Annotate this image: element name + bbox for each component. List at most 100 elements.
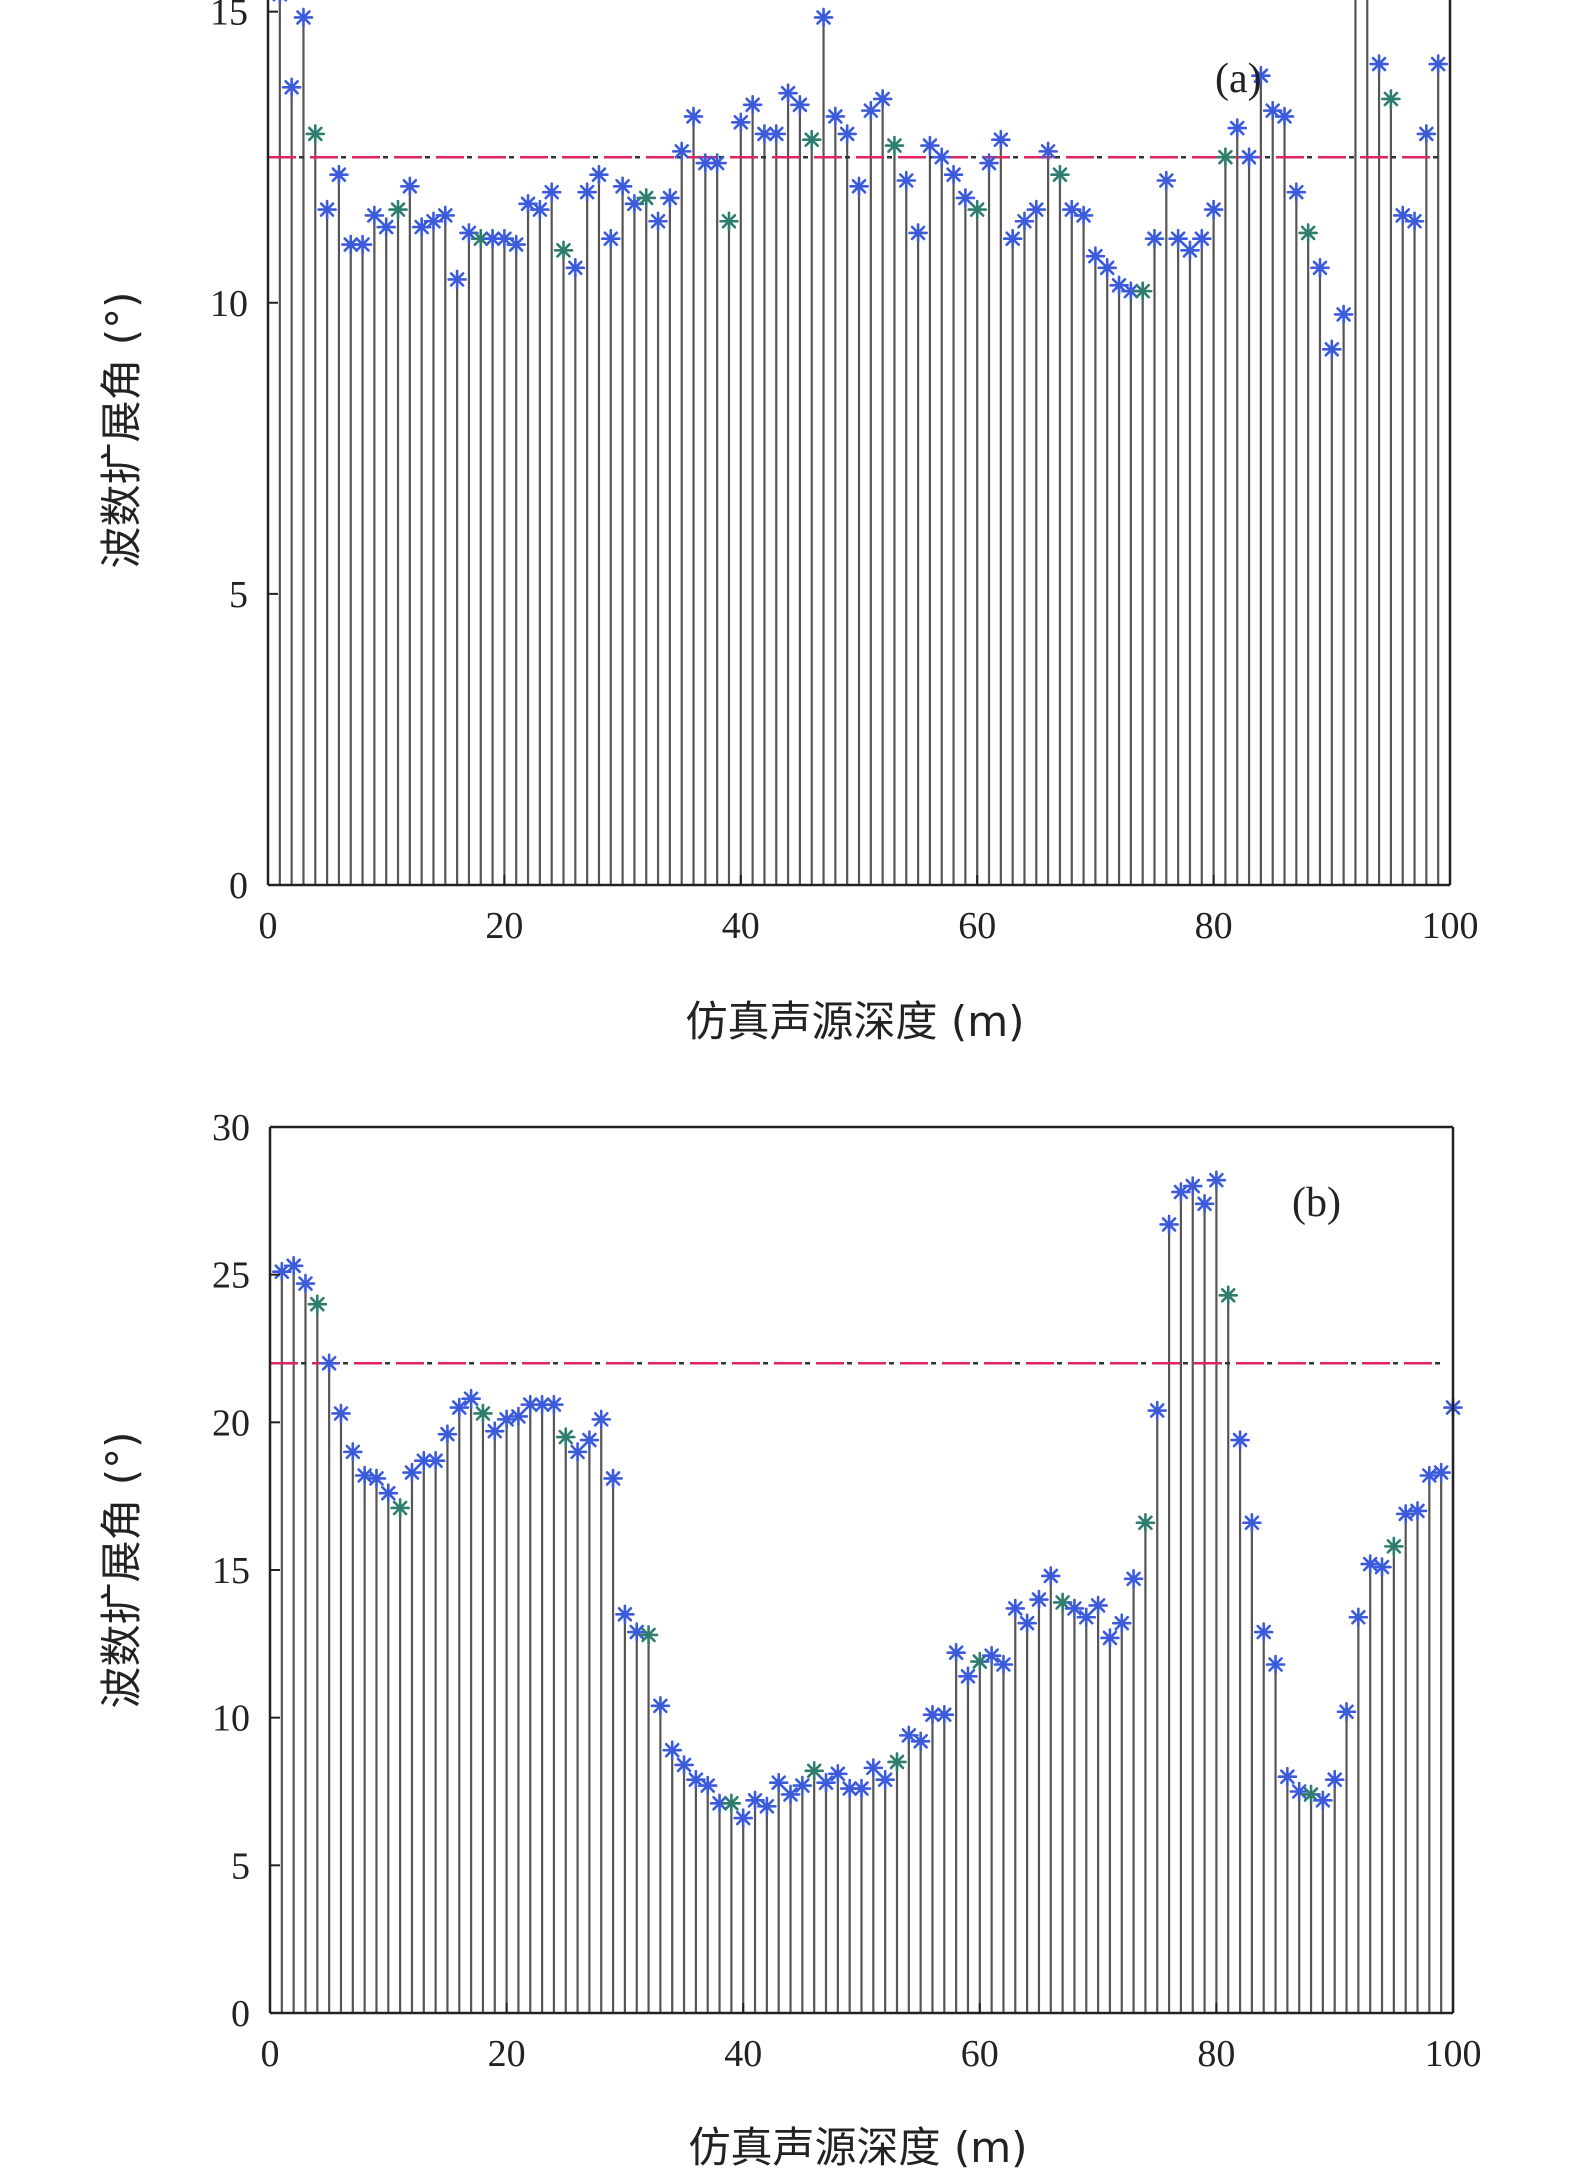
panel-label-a: (a) [1215,56,1262,102]
y-tick-label-20: 20 [212,1402,250,1444]
marker-11 [390,1498,410,1518]
marker-29 [600,228,621,249]
marker-69 [1076,1607,1097,1628]
marker-97 [1407,1501,1428,1521]
marker-77 [1171,1182,1191,1202]
y-tick-label-25: 25 [212,1255,250,1297]
marker-61 [981,1645,1002,1666]
marker-99 [1428,54,1448,74]
marker-24 [541,182,562,202]
marker-45 [792,1775,813,1796]
marker-63 [1005,1598,1026,1619]
marker-32 [636,188,657,208]
marker-56 [922,1704,943,1725]
marker-12 [402,1462,422,1483]
marker-67 [1050,164,1070,185]
marker-7 [343,1442,363,1462]
marker-58 [946,1642,966,1663]
y-ticks-a: 0 5 10 15 [210,0,278,907]
stem-group-b [280,1180,1455,2013]
x-tick-label-60: 60 [958,905,996,947]
marker-52 [872,89,893,109]
marker-60 [967,199,988,220]
marker-35 [671,141,692,162]
y-axis-title-a: 波数扩展角 (°) [97,291,146,568]
marker-90 [1322,339,1342,360]
marker-98 [1419,1465,1440,1486]
x-tick-label-40: 40 [724,2033,762,2075]
marker-69 [1073,205,1094,226]
marker-68 [1064,1598,1085,1619]
x-tick-label-0: 0 [259,905,278,947]
marker-89 [1313,1790,1333,1811]
y-tick-label-5: 5 [231,1845,250,1887]
marker-76 [1156,170,1177,191]
marker-5 [317,199,337,220]
marker-33 [650,1696,671,1716]
marker-14 [425,1450,446,1471]
x-tick-label-100: 100 [1422,905,1479,947]
marker-2 [283,1256,304,1276]
marker-58 [943,164,964,185]
marker-group-a [272,0,1448,360]
marker-15 [435,205,456,226]
marker-47 [816,1772,836,1793]
marker-54 [896,170,917,191]
marker-73 [1123,1569,1144,1589]
marker-81 [1218,1285,1239,1306]
marker-91 [1333,304,1354,325]
marker-33 [648,211,668,232]
marker-23 [532,1394,552,1415]
marker-77 [1168,228,1188,249]
marker-18 [473,1403,493,1424]
marker-78 [1182,1176,1203,1196]
marker-42 [757,1796,777,1817]
marker-83 [1239,147,1259,168]
marker-57 [934,1704,955,1725]
marker-9 [366,1468,387,1489]
x-tick-label-20: 20 [485,905,523,947]
marker-43 [766,124,787,144]
x-tick-label-100: 100 [1425,2033,1482,2075]
marker-49 [837,124,857,144]
marker-67 [1052,1592,1073,1613]
y-ticks-b: 0 5 10 15 20 25 30 [212,1107,280,2035]
marker-36 [686,1769,706,1790]
marker-21 [508,1406,529,1427]
marker-50 [849,176,869,197]
marker-10 [376,217,397,237]
x-tick-label-80: 80 [1195,905,1233,947]
y-axis-title-b: 波数扩展角 (°) [97,1431,146,1708]
marker-34 [660,188,680,208]
marker-71 [1097,258,1118,278]
marker-79 [1191,228,1212,249]
marker-61 [979,153,999,173]
chart-panel-a: 0 20 40 60 80 100 0 5 10 15 (a) 仿真声源深度 (m) 波数扩展角… [97,0,1479,1046]
marker-89 [1310,258,1330,278]
marker-4 [305,124,326,144]
marker-99 [1431,1462,1451,1483]
y-tick-label-5: 5 [229,574,248,616]
marker-52 [875,1769,895,1790]
marker-12 [400,176,420,197]
marker-56 [920,135,940,156]
marker-87 [1289,1781,1310,1802]
marker-47 [813,7,834,28]
y-tick-label-0: 0 [229,865,248,907]
marker-76 [1159,1214,1179,1235]
marker-80 [1203,199,1224,220]
y-tick-label-0: 0 [231,1993,250,2035]
y-tick-label-15: 15 [210,0,248,34]
marker-64 [1017,1613,1037,1633]
marker-59 [958,1666,978,1687]
marker-11 [388,199,408,220]
marker-72 [1109,275,1129,296]
x-axis-title-b: 仿真声源深度 (m) [688,2123,1027,2172]
marker-93 [1360,1554,1380,1574]
y-tick-label-10: 10 [212,1698,250,1740]
marker-16 [449,1397,470,1418]
marker-36 [683,106,704,127]
marker-72 [1111,1613,1132,1633]
marker-84 [1251,65,1271,86]
